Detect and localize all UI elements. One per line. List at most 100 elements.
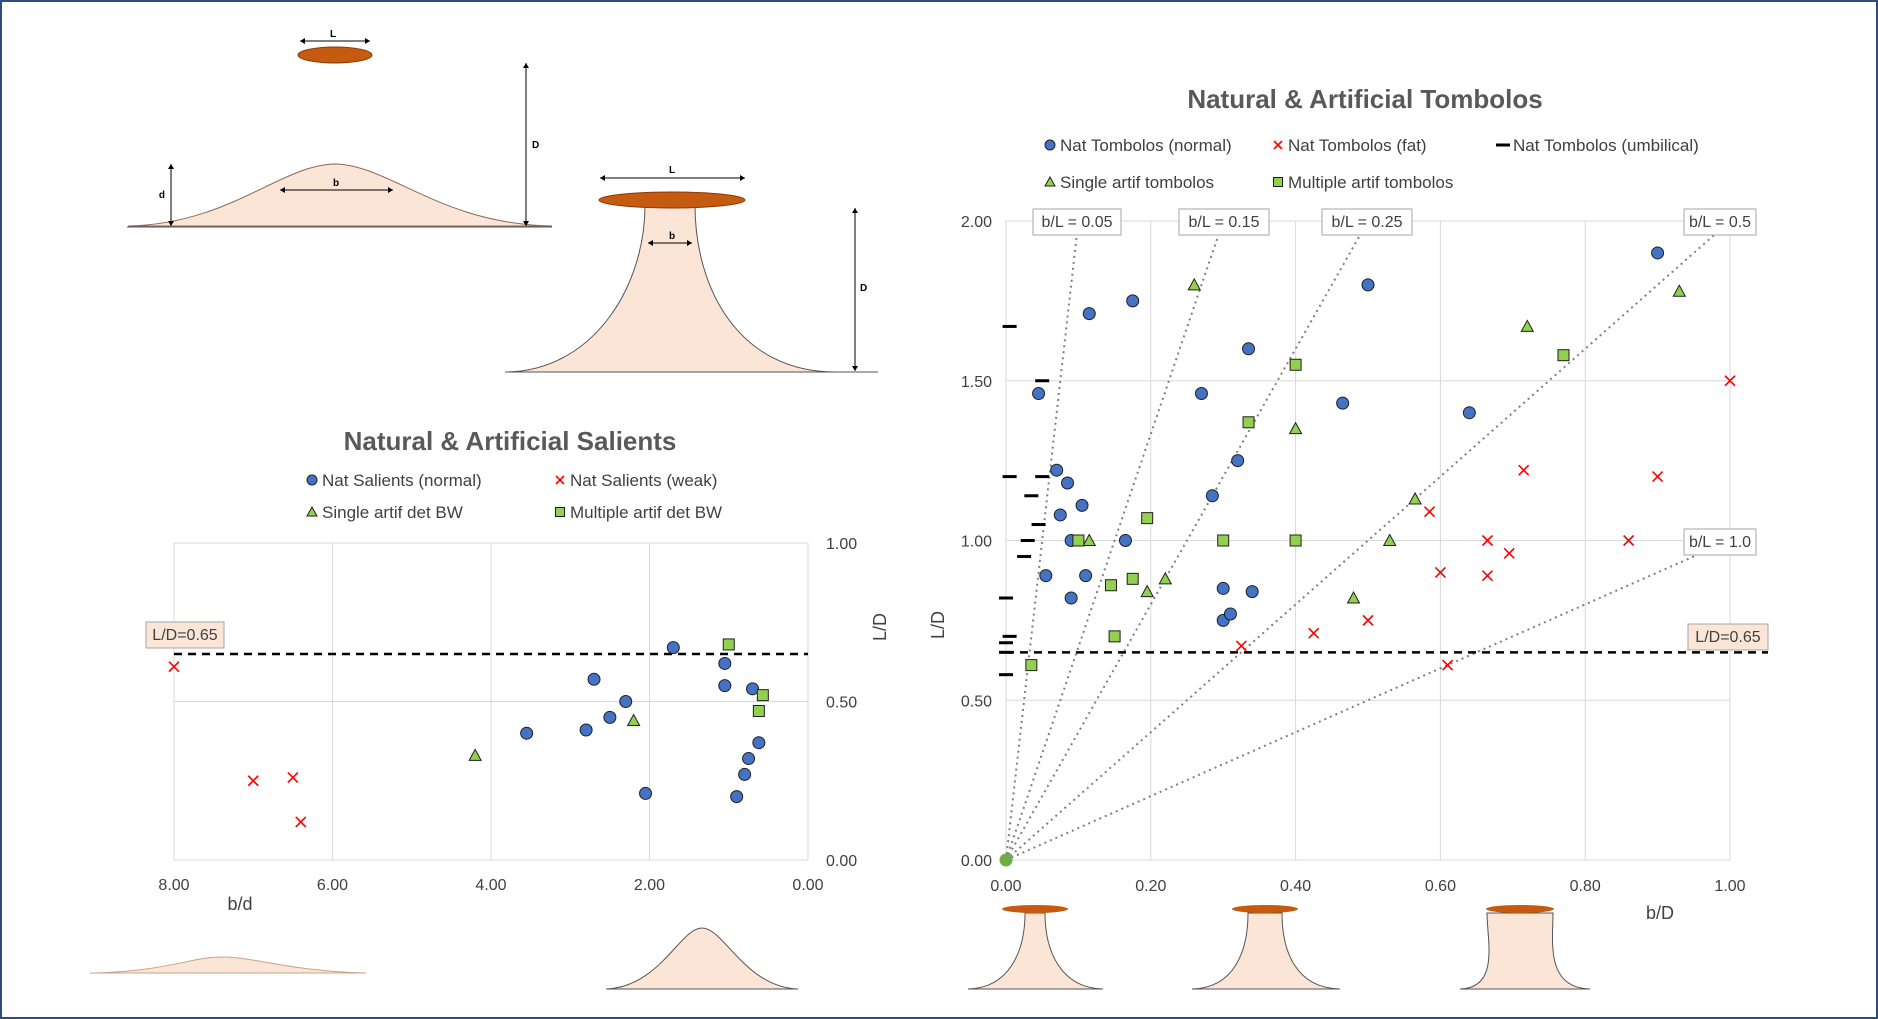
tombolo-point: [1503, 547, 1515, 559]
svg-text:L/D=0.65: L/D=0.65: [1695, 629, 1760, 646]
svg-text:b/L = 0.05: b/L = 0.05: [1041, 214, 1112, 231]
tombolo-point: [1382, 533, 1397, 546]
tombolo-point: [1336, 396, 1350, 410]
tombolo-point: [999, 673, 1013, 677]
salient-reference-line: L/D=0.65: [145, 621, 808, 656]
tombolo-chart-title: Natural & Artificial Tombolos: [1187, 84, 1542, 114]
salient-point: [746, 682, 760, 696]
tombolo-point: [1032, 387, 1046, 401]
salient-x-tick: 4.00: [475, 877, 506, 894]
tombolo-point: [1082, 533, 1097, 546]
tombolo-legend-label: Nat Tombolos (fat): [1288, 136, 1427, 155]
salient-y-tick: 0.00: [826, 853, 857, 870]
salient-breakwater: [297, 46, 373, 64]
tombolo-point: [1126, 294, 1140, 308]
ratio-line: [1005, 220, 1731, 861]
salient-y-tick: 0.50: [826, 695, 857, 712]
tombolo-point: [1242, 342, 1256, 356]
tombolo-narrow-shape: [967, 905, 1104, 990]
tombolo-y-tick: 2.00: [961, 214, 992, 231]
tombolo-point: [1061, 476, 1075, 490]
tombolo-point: [1346, 590, 1361, 604]
ratio-line-label: b/L = 0.05: [1032, 208, 1122, 236]
svg-text:b/L = 1.0: b/L = 1.0: [1689, 534, 1751, 551]
tombolo-point: [1194, 387, 1208, 401]
tombolo-point: [1141, 512, 1154, 525]
tombolo-legend-label: Nat Tombolos (normal): [1060, 136, 1232, 155]
salient-legend-marker: [306, 505, 318, 517]
tombolo-point: [1462, 406, 1476, 420]
tombolo-point: [1035, 379, 1050, 383]
tombolo-point: [1651, 246, 1665, 260]
tombolo-tick-labels: 0.00 0.20 0.40 0.60 0.80 1.00 0.00 0.50 1.00 1.50…: [961, 214, 1746, 895]
tombolo-point: [1140, 584, 1155, 598]
salient-point: [626, 713, 641, 727]
tombolo-point: [1158, 571, 1173, 585]
tombolo-point: [1481, 534, 1494, 547]
tombolo-point: [1053, 508, 1067, 522]
tombolo-point: [1126, 572, 1139, 585]
salient-point: [722, 638, 735, 651]
salient-legend-label: Single artif det BW: [322, 503, 463, 522]
tombolo-chart: Natural & Artificial Tombolos Nat Tombol…: [928, 84, 1769, 923]
salient-x-tick: 0.00: [792, 877, 823, 894]
salient-point: [752, 736, 766, 750]
tombolo-point: [1002, 324, 1017, 328]
tombolo-point: [1064, 591, 1078, 605]
tombolo-point: [1289, 358, 1302, 371]
salient-point: [742, 752, 756, 766]
salient-point: [520, 726, 534, 740]
salient-point: [639, 786, 653, 800]
ratio-line-label: b/L = 0.25: [1321, 208, 1413, 236]
salient-legend-label: Multiple artif det BW: [570, 503, 722, 522]
tombolo-L-label: L: [669, 165, 675, 176]
salient-sand-bump: [127, 163, 553, 227]
tombolo-legend-label: Single artif tombolos: [1060, 173, 1214, 192]
tombolo-point: [1024, 494, 1039, 498]
tombolo-point: [1118, 534, 1132, 547]
salient-point: [756, 689, 769, 702]
tombolo-schematic: L b D: [504, 165, 878, 373]
tombolo-x-tick: 0.80: [1570, 878, 1601, 895]
salient-point: [603, 710, 617, 724]
salient-chart: Natural & Artificial Salients Nat Salien…: [145, 426, 890, 914]
tombolo-point: [1104, 579, 1117, 592]
tombolo-x-tick: 0.20: [1135, 878, 1166, 895]
tombolo-point: [1724, 375, 1736, 387]
tombolo-origin-point: [999, 853, 1013, 867]
tombolo-y-tick: 1.50: [961, 374, 992, 391]
salient-y-tick: 1.00: [826, 536, 857, 553]
salient-x-tick: 6.00: [317, 877, 348, 894]
tombolo-point: [1288, 421, 1303, 435]
salient-point: [468, 748, 482, 761]
tombolo-wide-shape: [1459, 905, 1591, 990]
svg-text:L/D=0.65: L/D=0.65: [152, 627, 217, 644]
tombolo-reference-line: L/D=0.65: [1006, 623, 1769, 654]
tombolo-point: [1308, 627, 1320, 639]
tombolo-point: [999, 596, 1013, 600]
tombolo-point: [1652, 471, 1664, 483]
salient-schematic: L b d D: [127, 29, 553, 228]
tombolo-ld-callout: L/D=0.65: [1687, 623, 1769, 651]
salient-point: [730, 790, 744, 804]
tombolo-x-tick: 0.60: [1425, 878, 1456, 895]
tombolo-point: [1362, 614, 1374, 626]
tombolo-point: [1031, 523, 1046, 527]
tombolo-point: [1442, 659, 1454, 671]
salient-chart-title: Natural & Artificial Salients: [344, 426, 677, 456]
tombolo-point: [1072, 534, 1085, 547]
salient-point: [295, 816, 307, 828]
tombolo-point: [999, 650, 1013, 654]
tombolo-point: [1481, 570, 1494, 582]
tombolo-point: [1002, 634, 1017, 638]
salient-tall-shape: [605, 927, 799, 990]
tombolo-point: [1520, 319, 1535, 332]
tombolo-point: [1187, 277, 1202, 291]
tombolo-y-tick: 1.00: [961, 534, 992, 551]
salient-point: [587, 672, 601, 686]
tombolo-point: [1557, 349, 1570, 362]
tombolo-data-points: [999, 246, 1736, 867]
tombolo-point: [1672, 284, 1687, 297]
salient-legend-marker: [555, 507, 565, 517]
